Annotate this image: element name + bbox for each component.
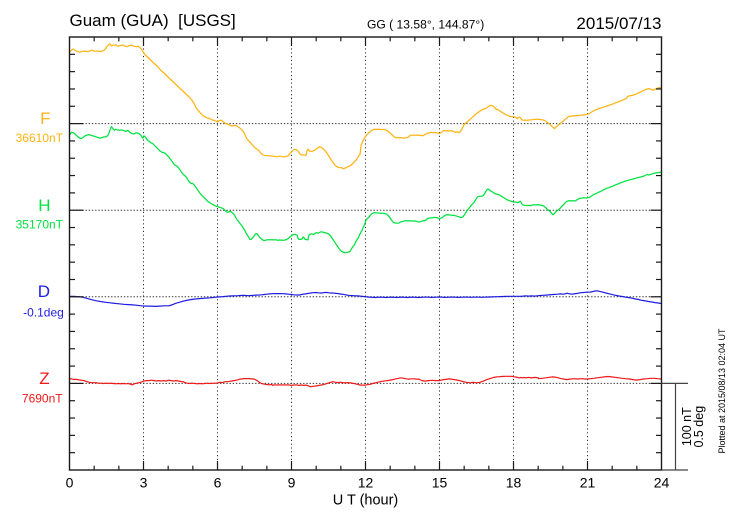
svg-text:7690nT: 7690nT xyxy=(22,392,63,406)
svg-text:GG ( 13.58°, 144.87°): GG ( 13.58°, 144.87°) xyxy=(367,18,484,32)
svg-text:0: 0 xyxy=(66,475,74,491)
svg-text:24: 24 xyxy=(654,475,670,491)
svg-text:Z: Z xyxy=(39,369,49,388)
svg-text:H: H xyxy=(38,196,50,215)
svg-text:15: 15 xyxy=(432,475,448,491)
svg-text:0.5 deg: 0.5 deg xyxy=(692,406,706,448)
svg-text:F: F xyxy=(40,109,50,128)
svg-text:21: 21 xyxy=(580,475,596,491)
svg-text:2015/07/13: 2015/07/13 xyxy=(576,14,661,33)
svg-text:18: 18 xyxy=(506,475,522,491)
svg-text:36610nT: 36610nT xyxy=(16,131,64,145)
svg-text:6: 6 xyxy=(214,475,222,491)
svg-text:Guam (GUA) [USGS]: Guam (GUA) [USGS] xyxy=(70,11,236,30)
svg-text:100 nT: 100 nT xyxy=(680,407,694,446)
svg-text:D: D xyxy=(38,282,50,301)
svg-text:35170nT: 35170nT xyxy=(16,218,64,232)
svg-text:12: 12 xyxy=(358,475,374,491)
svg-text:3: 3 xyxy=(140,475,148,491)
svg-text:Plotted at 2015/08/13 02:04 UT: Plotted at 2015/08/13 02:04 UT xyxy=(717,328,727,454)
svg-text:U T (hour): U T (hour) xyxy=(333,493,399,509)
svg-text:-0.1deg: -0.1deg xyxy=(23,305,64,319)
svg-text:9: 9 xyxy=(288,475,296,491)
